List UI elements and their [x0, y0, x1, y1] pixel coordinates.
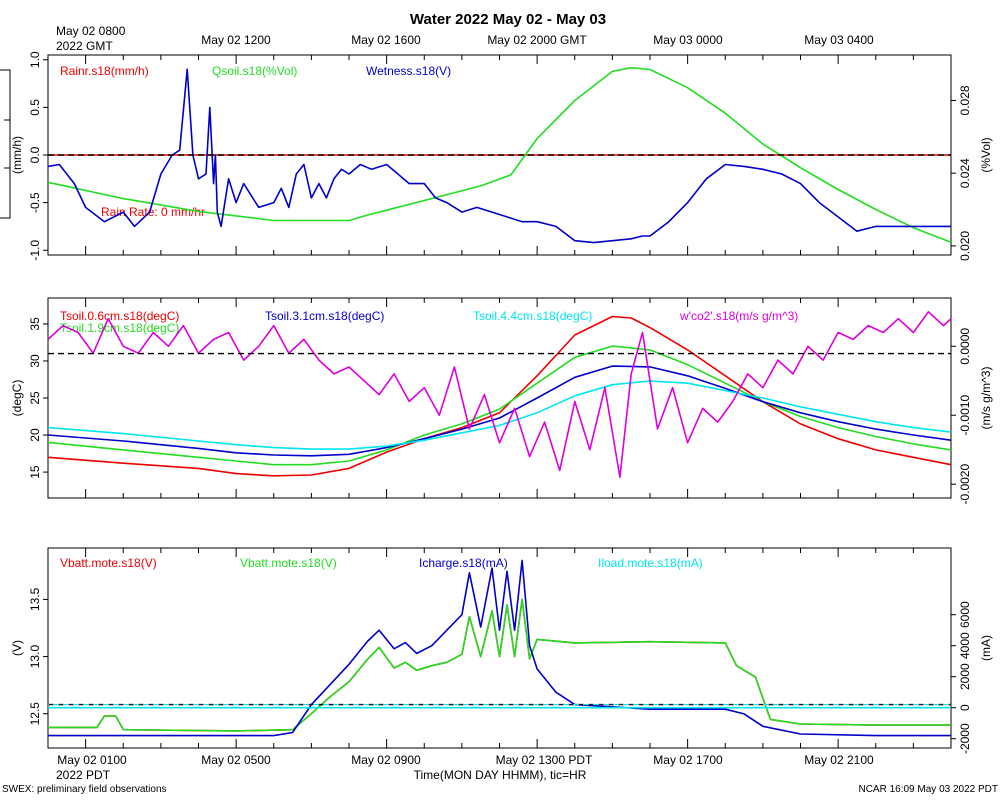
bottom-tick-label: May 02 1300 PDT	[496, 753, 593, 767]
y-tick-label-left: 13.0	[28, 645, 42, 669]
y-tick-label-left: -1.0	[28, 240, 42, 261]
y-tick-label-left: 20	[28, 428, 42, 442]
panel-battery-current: Vbatt.mote.s18(V) Vbatt.mote.s18(V) Icha…	[10, 547, 993, 754]
series-line-green	[48, 598, 951, 732]
y-tick-label-right: 0.028	[958, 85, 972, 115]
y-tick-label-left: 13.5	[28, 587, 42, 611]
y-tick-label-right: 6000	[958, 601, 972, 628]
y-tick-label-right: -2000	[958, 723, 972, 754]
y-tick-label-right: 2000	[958, 663, 972, 690]
y-tick-label-right: 0.020	[958, 231, 972, 261]
series-line-cyan	[47, 380, 952, 450]
series-line-blue	[47, 365, 952, 457]
series-line-green	[47, 66, 952, 244]
chart-title: Water 2022 May 02 - May 03	[410, 11, 606, 28]
y-tick-label-right: 4000	[958, 632, 972, 659]
y-tick-label-right: 0	[958, 704, 972, 711]
top-corner-label-2: 2022 GMT	[56, 39, 113, 53]
y-axis-label-left: (V)	[10, 640, 24, 656]
y-tick-label-left: 0.5	[28, 99, 42, 116]
legend-wetness: Wetness.s18(V)	[366, 64, 451, 78]
y-axis-label-right: (mA)	[979, 635, 993, 661]
legend-icharge: Icharge.s18(mA)	[419, 556, 508, 570]
legend-tsoil-06: Tsoil.0.6cm.s18(degC)	[60, 309, 179, 323]
left-margin-bracket	[0, 69, 11, 219]
y-axis-label-right: (%Vol)	[979, 137, 993, 172]
y-tick-label-right: -0.0020	[958, 464, 972, 505]
top-tick-label: May 02 2000 GMT	[487, 33, 587, 47]
top-corner-label-1: May 02 0800	[56, 24, 126, 38]
bottom-tick-label: May 02 0900	[351, 753, 421, 767]
y-tick-label-left: 25	[28, 391, 42, 405]
series-line-green	[47, 345, 952, 466]
y-tick-label-left: 12.5	[28, 702, 42, 726]
y-tick-label-left: 30	[28, 354, 42, 368]
legend-rainr: Rainr.s18(mm/h)	[60, 64, 149, 78]
series-line-magenta	[47, 310, 952, 479]
y-tick-label-left: -0.5	[28, 192, 42, 213]
y-tick-label-right: -0.0010	[958, 395, 972, 436]
top-tick-label: May 02 1600	[351, 33, 421, 47]
bottom-tick-label: May 02 1700	[653, 753, 723, 767]
y-tick-label-right: 0.024	[958, 158, 972, 188]
legend-vbatt-red: Vbatt.mote.s18(V)	[60, 556, 157, 570]
bottom-corner-label: 2022 PDT	[56, 768, 111, 782]
series-line-red	[47, 315, 952, 477]
footer-right: NCAR 16:09 May 03 2022 PDT	[858, 784, 998, 795]
legend-tsoil-44: Tsoil.4.4cm.s18(degC)	[473, 309, 592, 323]
legend-wco2: w'co2'.s18(m/s g/m^3)	[679, 309, 798, 323]
legend-qsoil: Qsoil.s18(%Vol)	[212, 64, 297, 78]
y-axis-label-right: (m/s g/m^3)	[979, 367, 993, 430]
top-tick-label: May 03 0400	[804, 33, 874, 47]
bottom-tick-label: May 02 0500	[201, 753, 271, 767]
y-tick-label-left: 15	[28, 465, 42, 479]
series-line-blue	[48, 559, 951, 737]
series-line-blue	[47, 68, 951, 244]
panel-rain-soil-moisture: Rainr.s18(mm/h) Qsoil.s18(%Vol) Wetness.…	[10, 51, 993, 261]
rain-rate-annotation: Rain Rate: 0 mm/hr	[101, 205, 205, 219]
footer-left: SWEX: preliminary field observations	[2, 784, 167, 795]
y-tick-label-left: 0.0	[28, 146, 42, 163]
legend-tsoil-19: Tsoil.1.9cm.s18(degC)	[60, 321, 179, 335]
bottom-tick-label: May 02 2100	[804, 753, 874, 767]
y-axis-label-left: (mm/h)	[10, 136, 24, 174]
panel-soil-temperature: Tsoil.0.6cm.s18(degC) Tsoil.1.9cm.s18(de…	[10, 297, 993, 505]
top-tick-label: May 03 0000	[653, 33, 723, 47]
legend-tsoil-31: Tsoil.3.1cm.s18(degC)	[265, 309, 384, 323]
y-tick-label-left: 35	[28, 317, 42, 331]
top-tick-label: May 02 1200	[201, 33, 271, 47]
y-tick-label-right: 0.0000	[958, 328, 972, 365]
x-axis-label: Time(MON DAY HHMM), tic=HR	[414, 768, 587, 782]
legend-vbatt-green: Vbatt.mote.s18(V)	[240, 556, 337, 570]
legend-iload: Iload.mote.s18(mA)	[598, 556, 703, 570]
y-tick-label-left: 1.0	[28, 51, 42, 68]
bottom-tick-label: May 02 0100	[57, 753, 127, 767]
y-axis-label-left: (degC)	[10, 380, 24, 417]
